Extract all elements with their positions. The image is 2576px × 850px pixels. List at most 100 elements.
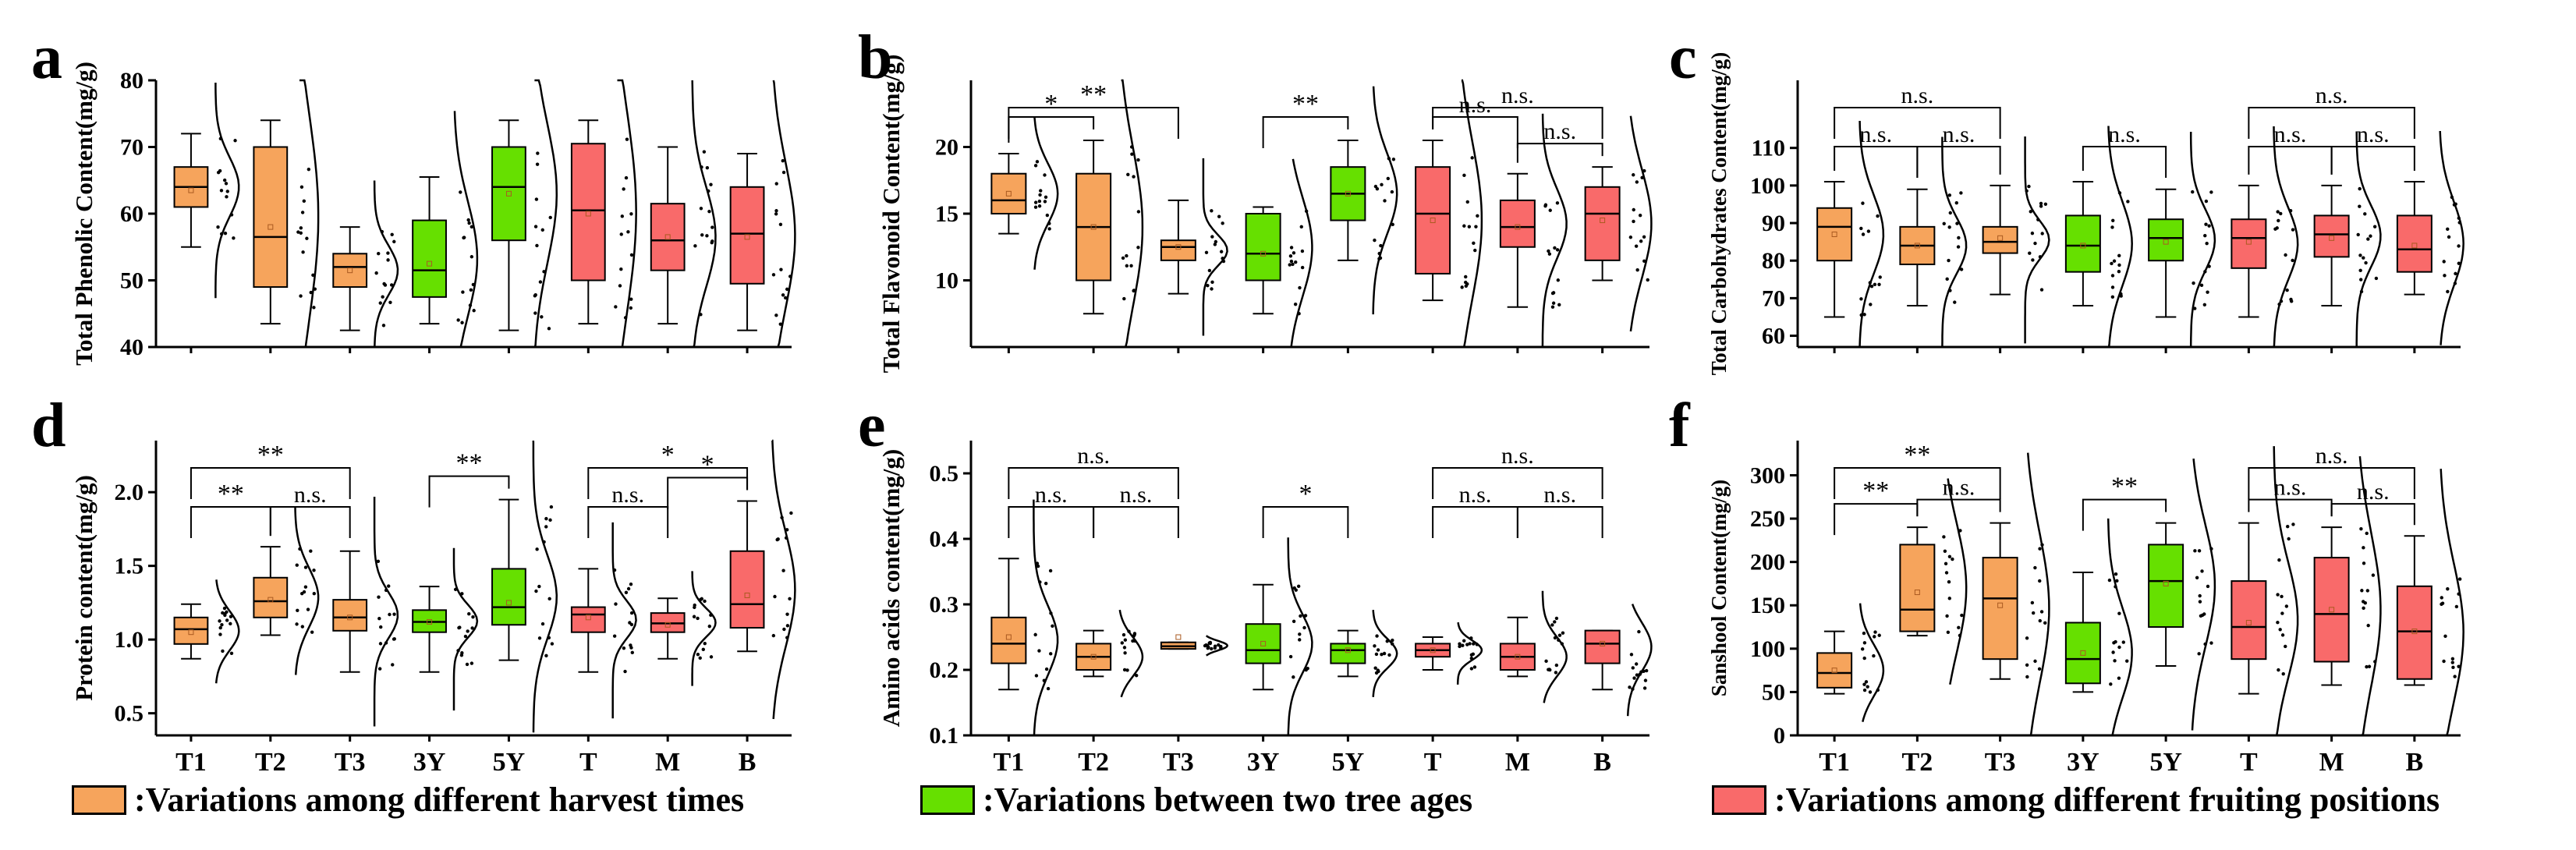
y-axis-label: Total Carbohydrates Content(mg/g) — [1707, 52, 1731, 376]
data-point — [1465, 282, 1469, 286]
data-point — [392, 612, 396, 616]
box-T1 — [173, 83, 240, 299]
data-point — [1555, 248, 1560, 252]
box-body — [1160, 239, 1196, 261]
data-point — [233, 139, 237, 143]
data-point — [378, 301, 382, 305]
mean-marker — [2245, 239, 2252, 245]
data-point — [2027, 184, 2031, 189]
data-point — [2365, 531, 2369, 536]
box-3Y — [1245, 158, 1313, 349]
x-tick-label: 5Y — [2149, 748, 2182, 777]
panel-letter-a: a — [31, 23, 62, 92]
data-point — [1947, 597, 1951, 600]
data-point — [1207, 268, 1212, 273]
data-point — [300, 591, 304, 596]
y-tick-label: 300 — [1750, 462, 1785, 488]
mean-marker — [2245, 619, 2252, 625]
data-point — [1374, 652, 1379, 657]
data-point — [1859, 297, 1863, 301]
significance-bracket: n.s. — [2330, 479, 2415, 526]
data-point — [1945, 277, 1949, 282]
data-point — [460, 592, 464, 596]
data-point — [1373, 238, 1377, 243]
panel-letter-f: f — [1669, 391, 1691, 460]
data-point — [626, 230, 630, 234]
panel-letter-c: c — [1669, 23, 1697, 92]
data-point — [1033, 632, 1037, 637]
bracket-line — [2330, 503, 2415, 526]
box-5Y — [2148, 458, 2216, 731]
data-point — [2453, 675, 2457, 678]
data-point — [2025, 663, 2029, 667]
data-point — [2279, 211, 2283, 216]
mean-marker — [347, 614, 353, 621]
data-point — [1869, 303, 1873, 306]
density-curve — [453, 111, 479, 349]
x-tick-label: 5Y — [493, 748, 526, 777]
mean-marker — [1345, 190, 1351, 197]
data-point — [629, 306, 633, 310]
data-point — [2028, 251, 2032, 255]
data-point — [2291, 522, 2295, 526]
significance-bracket: ** — [1008, 80, 1179, 139]
data-point — [2033, 659, 2037, 664]
data-point — [1554, 663, 1559, 668]
data-point — [630, 650, 634, 655]
significance-bracket: n.s. — [1916, 475, 2001, 517]
data-point — [1298, 638, 1302, 642]
x-tick-label: T — [1424, 748, 1442, 777]
mean-marker — [1005, 634, 1012, 640]
mean-marker — [1914, 243, 1920, 249]
data-point — [1376, 668, 1380, 672]
data-point — [229, 622, 232, 626]
significance-bracket: n.s. — [587, 482, 669, 538]
data-point — [1868, 690, 1873, 694]
box-body — [491, 146, 526, 242]
data-point — [2203, 642, 2207, 646]
data-point — [1306, 666, 1309, 671]
data-point — [1869, 284, 1874, 289]
data-point — [1125, 668, 1129, 672]
density-curve — [214, 579, 240, 684]
data-point — [1210, 646, 1214, 651]
data-point — [2209, 190, 2213, 194]
data-point — [2374, 276, 2379, 281]
box-T3 — [1982, 136, 2050, 344]
data-point — [2457, 244, 2461, 248]
data-point — [710, 225, 714, 229]
density-curve — [2191, 458, 2216, 731]
data-point — [774, 212, 778, 216]
y-tick-label: 50 — [1762, 679, 1785, 705]
data-point — [2457, 664, 2461, 668]
data-point — [467, 612, 471, 616]
y-tick-label: 100 — [1750, 636, 1785, 662]
density-curve — [373, 180, 399, 349]
x-tick-label: M — [1505, 748, 1530, 777]
box-M — [650, 80, 717, 349]
x-tick-label: T2 — [255, 748, 286, 777]
data-point — [618, 284, 622, 288]
data-point — [1206, 646, 1210, 650]
mean-marker — [188, 629, 194, 636]
box-body — [990, 616, 1027, 664]
data-point — [1554, 616, 1559, 621]
x-tick-label: T3 — [335, 748, 366, 777]
panel-f: f 0 50 100 150 200 250 300 Sanshool Content(mg/g… — [1669, 391, 2464, 777]
data-point — [699, 207, 703, 211]
x-tick-label: B — [2406, 748, 2424, 777]
density-curve — [2355, 131, 2382, 349]
data-point — [1642, 235, 1646, 239]
data-point — [1039, 189, 1043, 193]
mean-marker — [664, 622, 671, 628]
data-point — [1547, 249, 1550, 253]
data-point — [622, 646, 626, 650]
data-point — [533, 225, 538, 228]
data-point — [700, 233, 704, 237]
data-point — [2193, 306, 2197, 310]
bracket-line — [2082, 498, 2167, 531]
data-point — [1868, 281, 1873, 285]
data-point — [2119, 294, 2123, 298]
significance-label: n.s. — [2357, 122, 2390, 147]
density-curve — [1941, 136, 1968, 348]
